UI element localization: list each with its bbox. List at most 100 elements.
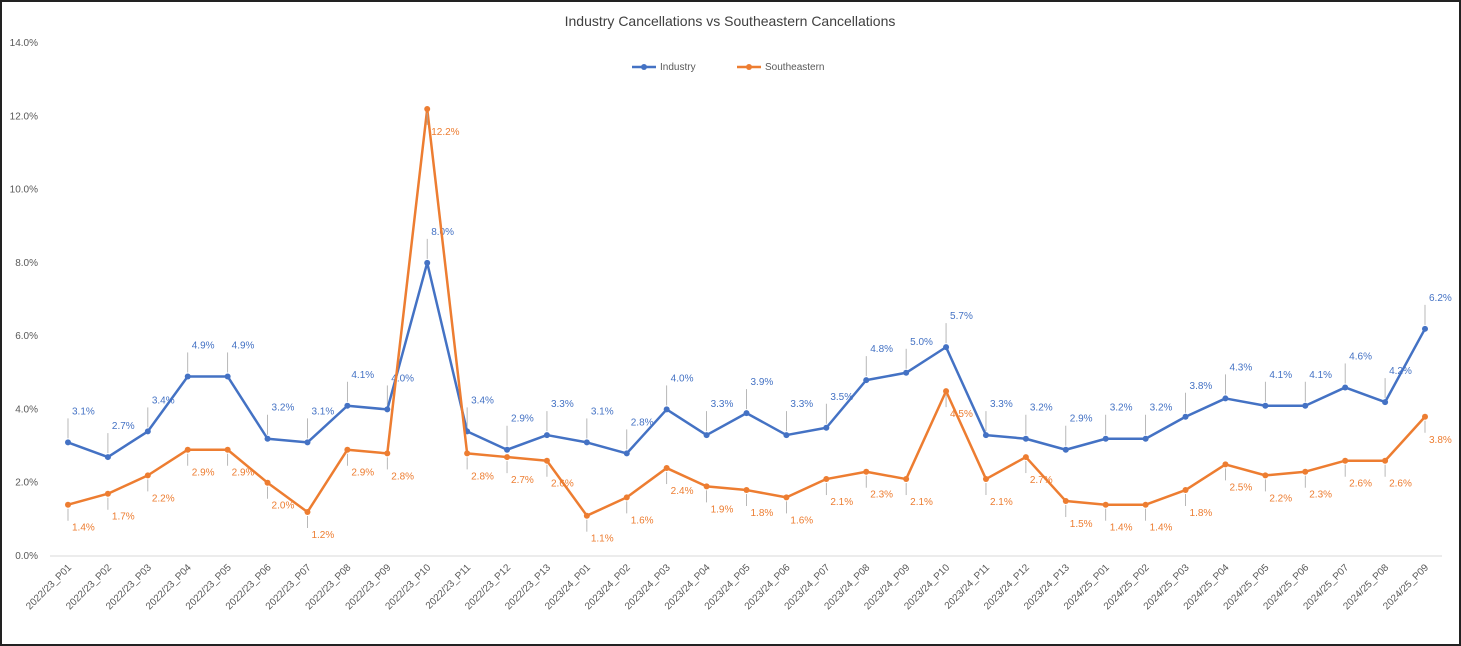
series-group: 3.1%2.7%3.4%4.9% 4.9%3.2% 3.1%4.1% 4.0%8.0%… [65, 105, 1452, 545]
data-point [224, 373, 231, 380]
data-point [583, 512, 590, 519]
data-label: 1.2% [311, 530, 334, 541]
y-tick-label: 10.0% [10, 185, 38, 196]
data-label: 3.9% [751, 377, 774, 388]
data-label: 2.2% [152, 493, 175, 504]
data-label: 3.2% [1110, 403, 1133, 414]
data-label: 2.6% [1349, 479, 1372, 490]
data-label: 1.4% [1150, 523, 1173, 534]
legend-label: Southeastern [765, 62, 825, 73]
data-point [344, 446, 351, 453]
data-point [1062, 498, 1069, 505]
data-label: 3.8% [1429, 435, 1452, 446]
data-point [623, 450, 630, 457]
y-tick-label: 6.0% [15, 331, 38, 342]
y-tick-label: 12.0% [10, 111, 38, 122]
data-point [264, 435, 271, 442]
data-label: 4.8% [870, 344, 893, 355]
data-label: 1.8% [1190, 508, 1213, 519]
data-label: 3.3% [551, 399, 574, 410]
data-label: 2.9% [192, 468, 215, 479]
data-label: 2.8% [631, 417, 654, 428]
legend-swatch-marker [746, 64, 752, 70]
y-tick-label: 0.0% [15, 551, 38, 562]
data-point [623, 494, 630, 501]
data-label: 2.1% [910, 497, 933, 508]
data-point [424, 105, 431, 112]
data-label: 3.1% [72, 406, 95, 417]
data-point [1262, 472, 1269, 479]
data-label: 2.9% [511, 414, 534, 425]
y-axis: 0.0% 2.0% 4.0% 6.0% 8.0% 10.0% 12.0% 14.0% [10, 38, 1442, 562]
data-point [703, 483, 710, 490]
y-tick-label: 4.0% [15, 404, 38, 415]
data-label: 1.4% [1110, 523, 1133, 534]
legend-label: Industry [660, 62, 696, 73]
data-point [1182, 487, 1189, 494]
data-label: 4.5% [950, 409, 973, 420]
data-label: 1.6% [631, 515, 654, 526]
data-point [65, 439, 71, 446]
y-tick-label: 8.0% [15, 258, 38, 269]
data-label: 1.8% [751, 508, 774, 519]
data-point [982, 432, 989, 439]
x-axis: 2022/23_P012022/23_P022022/23_P032022/23… [24, 562, 1431, 612]
data-label: 2.7% [511, 475, 534, 486]
data-point [1342, 457, 1349, 464]
data-label: 6.2% [1429, 293, 1452, 304]
data-label: 3.2% [1150, 403, 1173, 414]
data-point [703, 432, 710, 439]
data-label: 2.8% [471, 471, 494, 482]
data-point [743, 410, 750, 417]
data-point [144, 472, 151, 479]
data-point [224, 446, 231, 453]
data-label: 3.3% [790, 399, 813, 410]
data-point [504, 446, 511, 453]
data-point [543, 457, 550, 464]
data-point [743, 487, 750, 494]
data-point [65, 501, 71, 508]
data-label: 3.1% [591, 406, 614, 417]
data-point [1022, 454, 1029, 461]
data-point [783, 432, 790, 439]
data-label: 4.9% [232, 340, 255, 351]
data-label: 4.1% [1309, 370, 1332, 381]
series-line [67, 261, 1427, 459]
data-point [1422, 325, 1428, 332]
data-label: 4.9% [192, 340, 215, 351]
data-point [264, 479, 271, 486]
data-point [783, 494, 790, 501]
data-label: 3.2% [1030, 403, 1053, 414]
data-label: 2.0% [272, 501, 295, 512]
data-label: 4.1% [351, 370, 374, 381]
data-label: 3.4% [471, 395, 494, 406]
data-point [1142, 501, 1149, 508]
data-label: 4.1% [1269, 370, 1292, 381]
data-point [304, 439, 311, 446]
data-label: 2.2% [1269, 493, 1292, 504]
data-label: 3.3% [711, 399, 734, 410]
data-label: 3.4% [152, 395, 175, 406]
data-label: 3.3% [990, 399, 1013, 410]
data-label: 4.0% [391, 373, 414, 384]
data-point [943, 388, 950, 395]
y-tick-label: 14.0% [10, 38, 38, 49]
data-label: 4.0% [671, 373, 694, 384]
data-point [344, 402, 351, 409]
data-point [1302, 468, 1309, 475]
data-point [823, 424, 830, 431]
data-label: 5.7% [950, 311, 973, 322]
data-point [504, 454, 511, 461]
data-label: 1.1% [591, 534, 614, 545]
series-southeastern: 1.4% 1.7% 2.2% 2.9% 2.9% 2.0% 1.2% 2.9% 2.8% 12.2… [65, 105, 1452, 545]
data-point [1382, 399, 1389, 406]
data-point [1422, 413, 1428, 420]
series-line [67, 107, 1426, 517]
data-label: 2.8% [391, 471, 414, 482]
data-label: 2.1% [990, 497, 1013, 508]
data-point [583, 439, 590, 446]
data-label: 2.3% [1309, 490, 1332, 501]
data-label: 2.9% [351, 468, 374, 479]
data-point [1022, 435, 1029, 442]
